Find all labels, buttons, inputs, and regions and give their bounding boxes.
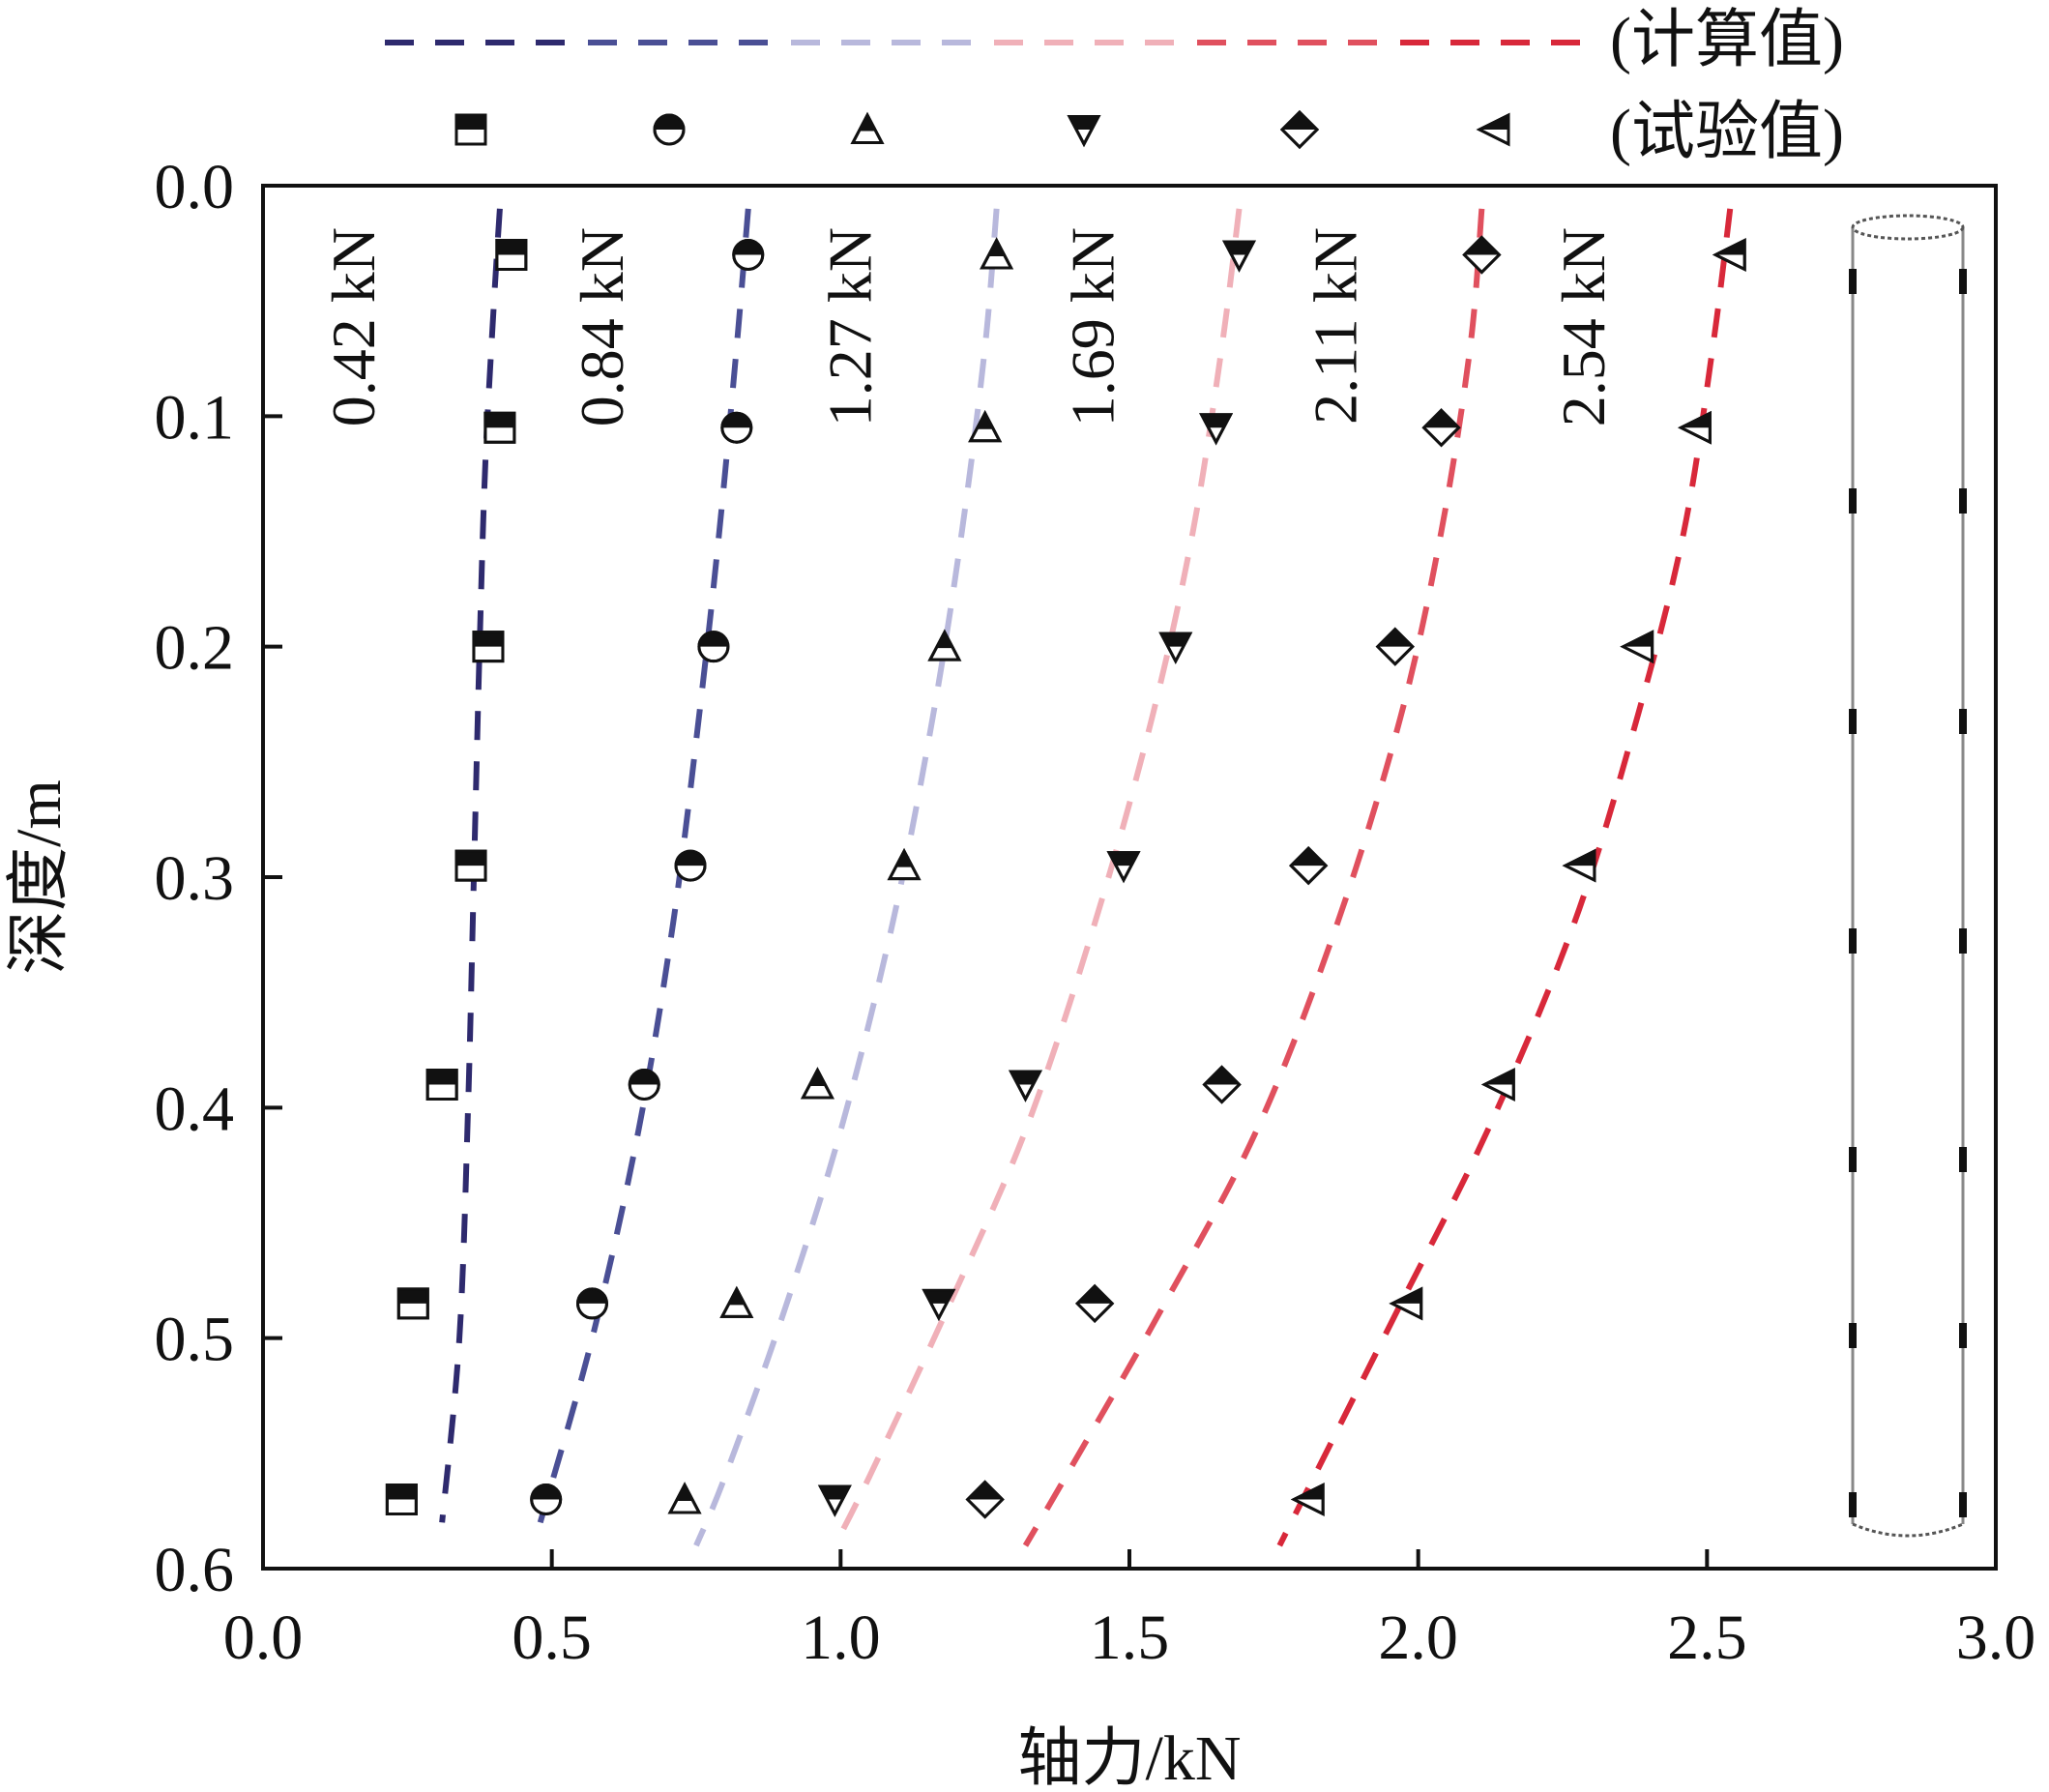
test-point-3-7 — [667, 1482, 702, 1514]
legend-marker-2 — [653, 113, 686, 146]
test-point-5-3 — [1375, 627, 1415, 666]
test-point-3-4 — [887, 847, 922, 881]
test-point-4-6 — [922, 1288, 956, 1322]
test-point-2-4 — [674, 849, 707, 882]
test-point-3-6 — [719, 1285, 754, 1318]
x-tick-label: 3.0 — [1956, 1602, 2036, 1673]
y-tick-label: 0.6 — [155, 1535, 235, 1605]
test-point-3-5 — [800, 1067, 834, 1100]
calc-line-3 — [693, 208, 1000, 1547]
test-point-4-7 — [817, 1484, 852, 1517]
calc-line-2 — [537, 208, 751, 1524]
test-point-2-7 — [530, 1484, 563, 1515]
y-axis-ticks: 0.0 0.1 0.2 0.3 0.4 0.5 0.6 — [155, 152, 282, 1605]
test-point-3-3 — [927, 629, 962, 661]
test-point-4-5 — [1008, 1070, 1042, 1102]
test-point-6-3 — [1620, 630, 1654, 664]
test-point-6-7 — [1290, 1483, 1325, 1516]
legend-marker-6 — [1476, 112, 1510, 147]
test-point-1-7 — [385, 1484, 418, 1515]
x-tick-label: 0.5 — [512, 1602, 592, 1673]
test-point-2-6 — [575, 1287, 608, 1320]
x-tick-label: 1.0 — [801, 1602, 881, 1673]
test-point-2-1 — [732, 239, 765, 271]
test-point-5-1 — [1462, 235, 1502, 275]
x-tick-label: 1.5 — [1090, 1602, 1170, 1673]
test-point-5-2 — [1421, 408, 1461, 448]
test-point-2-5 — [628, 1069, 660, 1101]
pile-schematic — [1849, 214, 1967, 1538]
test-point-4-3 — [1158, 632, 1193, 664]
legend-calc-label: (计算值) — [1610, 5, 1844, 75]
y-tick-label: 0.4 — [155, 1073, 235, 1144]
legend-markers — [454, 109, 1510, 150]
x-axis-title: 轴力/kN — [1018, 1723, 1242, 1792]
x-tick-label: 2.0 — [1378, 1602, 1458, 1673]
load-labels: 0.42 kN 0.84 kN 1.27 kN 1.69 kN 2.11 kN 2.54 … — [319, 227, 1618, 426]
test-point-4-4 — [1106, 851, 1141, 884]
x-tick-label: 0.0 — [223, 1602, 304, 1673]
calc-line-1 — [439, 208, 503, 1523]
test-point-1-1 — [495, 239, 528, 271]
legend: (计算值) (试验值) — [385, 5, 1844, 167]
strain-gauges — [1849, 269, 1967, 1517]
test-point-6-2 — [1678, 410, 1712, 445]
x-axis-ticks: 0.0 0.5 1.0 1.5 2.0 2.5 3.0 — [223, 1549, 2036, 1673]
test-point-1-2 — [483, 411, 516, 444]
y-tick-label: 0.3 — [155, 843, 235, 914]
legend-marker-5 — [1279, 109, 1320, 150]
test-series-markers — [385, 235, 1746, 1519]
test-point-5-4 — [1289, 845, 1329, 886]
y-axis-title: 深度/m — [4, 779, 74, 975]
calc-line-5 — [1022, 208, 1485, 1547]
test-point-5-6 — [1075, 1283, 1115, 1324]
load-label-2: 0.84 kN — [568, 227, 636, 426]
test-point-1-3 — [472, 631, 505, 663]
legend-marker-4 — [1067, 115, 1101, 148]
test-point-4-2 — [1199, 413, 1234, 446]
calc-series-lines — [439, 208, 1734, 1547]
calc-line-6 — [1276, 208, 1734, 1547]
test-point-5-5 — [1202, 1065, 1242, 1104]
test-point-3-2 — [968, 410, 1003, 443]
y-tick-label: 0.1 — [155, 382, 235, 453]
load-label-1: 0.42 kN — [319, 227, 388, 426]
legend-marker-3 — [850, 111, 885, 144]
load-label-4: 1.69 kN — [1058, 227, 1127, 426]
y-tick-label: 0.5 — [155, 1305, 235, 1375]
y-tick-label: 0.0 — [155, 152, 235, 222]
test-point-1-6 — [396, 1287, 429, 1320]
load-label-5: 2.11 kN — [1301, 227, 1369, 425]
test-point-2-3 — [697, 631, 730, 663]
test-point-3-1 — [980, 237, 1014, 270]
test-point-2-2 — [720, 411, 753, 444]
y-tick-label: 0.2 — [155, 613, 235, 684]
test-point-6-4 — [1562, 848, 1596, 883]
test-point-6-1 — [1712, 238, 1746, 272]
test-point-6-5 — [1480, 1068, 1515, 1102]
load-label-6: 2.54 kN — [1549, 227, 1618, 426]
test-point-6-6 — [1389, 1286, 1423, 1321]
test-point-5-7 — [965, 1480, 1005, 1519]
test-point-1-5 — [425, 1069, 458, 1101]
test-point-1-4 — [454, 849, 487, 882]
load-label-3: 1.27 kN — [816, 227, 885, 426]
legend-test-label: (试验值) — [1610, 97, 1844, 167]
calc-line-4 — [832, 208, 1243, 1547]
test-point-4-1 — [1222, 240, 1256, 273]
legend-marker-1 — [454, 113, 487, 146]
x-tick-label: 2.5 — [1667, 1602, 1747, 1673]
